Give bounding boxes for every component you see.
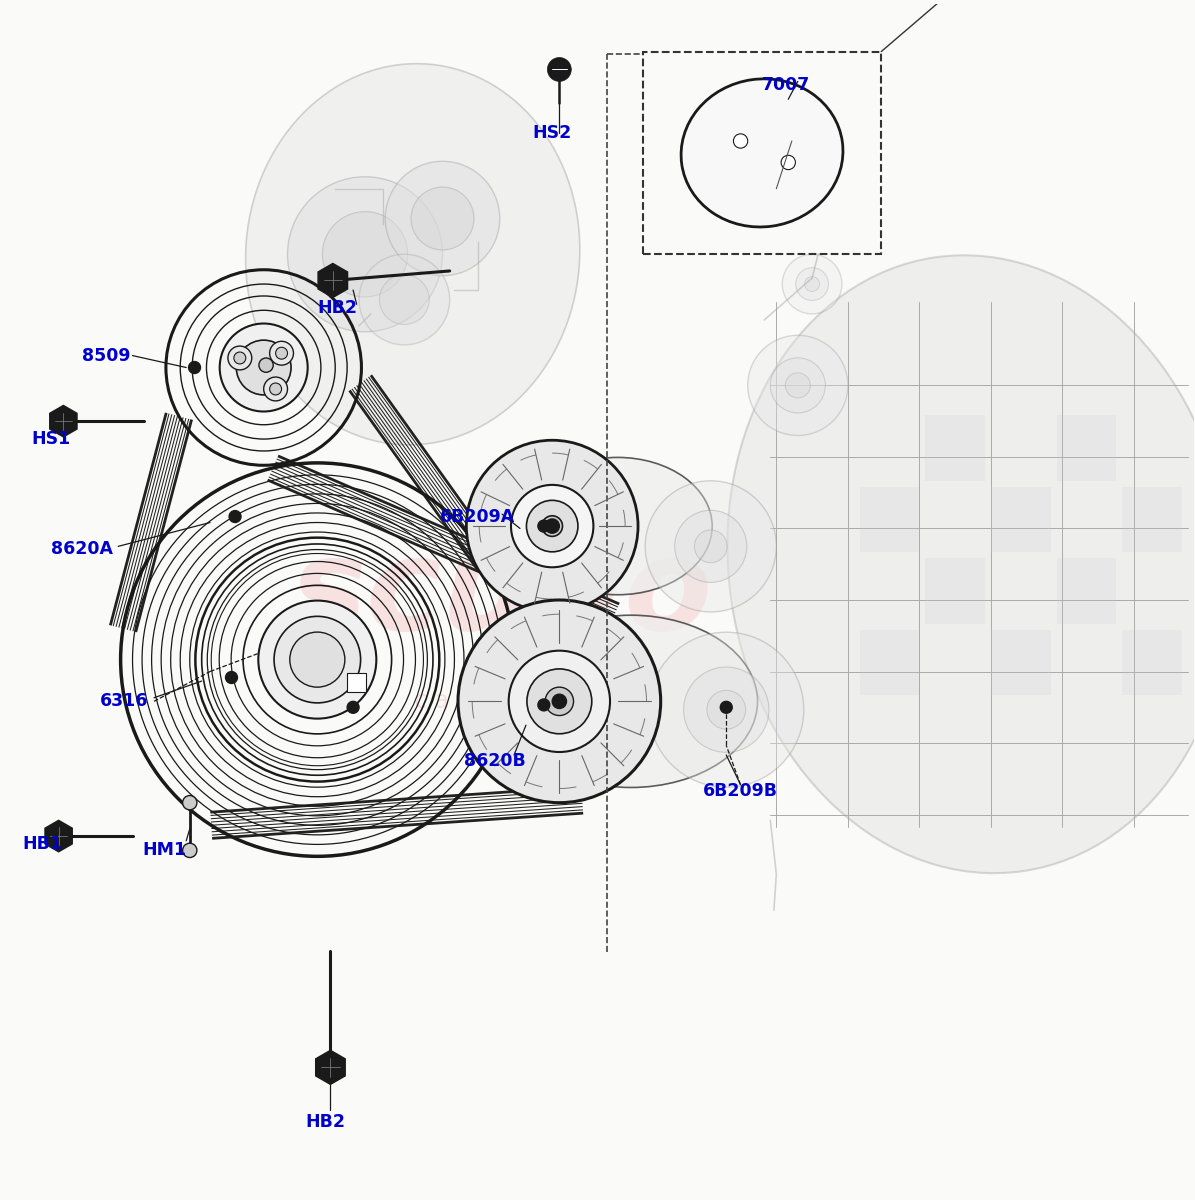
Bar <box>1122 487 1182 552</box>
Ellipse shape <box>523 457 712 595</box>
Circle shape <box>270 341 294 365</box>
Bar <box>859 630 919 695</box>
Text: HM1: HM1 <box>142 841 186 859</box>
Text: c a t a l o g u e: c a t a l o g u e <box>413 689 590 713</box>
Ellipse shape <box>681 79 842 227</box>
Circle shape <box>796 268 828 300</box>
Ellipse shape <box>728 256 1195 874</box>
Circle shape <box>538 520 550 532</box>
Circle shape <box>229 510 241 522</box>
Text: 7007: 7007 <box>762 76 810 94</box>
Bar <box>1056 558 1116 624</box>
Circle shape <box>411 187 474 250</box>
Circle shape <box>289 632 345 688</box>
Circle shape <box>220 324 307 412</box>
Circle shape <box>541 516 563 536</box>
Text: 8509: 8509 <box>82 347 131 365</box>
Circle shape <box>183 844 197 858</box>
Text: HS1: HS1 <box>31 430 71 448</box>
Circle shape <box>228 346 252 370</box>
Circle shape <box>347 701 358 713</box>
Circle shape <box>675 510 747 582</box>
Circle shape <box>734 134 748 148</box>
Bar <box>859 487 919 552</box>
Circle shape <box>274 617 361 703</box>
Text: HB2: HB2 <box>318 299 357 317</box>
Text: 8620B: 8620B <box>464 752 526 770</box>
Polygon shape <box>347 673 366 691</box>
Circle shape <box>804 277 820 292</box>
Ellipse shape <box>246 64 580 445</box>
Circle shape <box>771 358 826 413</box>
Bar <box>643 52 881 254</box>
Circle shape <box>258 600 376 719</box>
Bar <box>991 487 1050 552</box>
Text: 6316: 6316 <box>100 692 148 710</box>
Bar <box>991 630 1050 695</box>
Circle shape <box>259 358 274 372</box>
Circle shape <box>276 347 288 359</box>
Bar <box>1056 415 1116 481</box>
Bar <box>925 558 985 624</box>
Circle shape <box>509 650 609 752</box>
Circle shape <box>538 698 550 710</box>
Circle shape <box>358 254 449 344</box>
Text: 8620A: 8620A <box>51 540 114 558</box>
Polygon shape <box>45 821 72 852</box>
Circle shape <box>189 361 201 373</box>
Circle shape <box>380 275 429 324</box>
Circle shape <box>547 58 571 82</box>
Circle shape <box>511 485 594 568</box>
Circle shape <box>527 500 578 552</box>
Circle shape <box>684 667 768 752</box>
Circle shape <box>226 672 238 684</box>
Text: scudo: scudo <box>292 532 713 656</box>
Text: 6B209A: 6B209A <box>440 508 515 526</box>
Text: HB2: HB2 <box>306 1114 345 1132</box>
Ellipse shape <box>504 616 758 787</box>
Circle shape <box>783 254 842 314</box>
Text: HS2: HS2 <box>532 124 571 142</box>
Circle shape <box>288 176 442 331</box>
Circle shape <box>270 383 282 395</box>
Circle shape <box>694 530 727 563</box>
Circle shape <box>234 352 246 364</box>
Circle shape <box>458 600 661 803</box>
Bar <box>1122 630 1182 695</box>
Circle shape <box>707 690 746 730</box>
Polygon shape <box>50 406 76 437</box>
Circle shape <box>183 796 197 810</box>
Circle shape <box>785 373 810 398</box>
Polygon shape <box>318 264 348 298</box>
Circle shape <box>552 694 566 708</box>
Circle shape <box>237 340 292 395</box>
Circle shape <box>323 211 407 296</box>
Circle shape <box>721 701 733 713</box>
Circle shape <box>527 668 592 733</box>
Circle shape <box>782 155 796 169</box>
Circle shape <box>466 440 638 612</box>
Circle shape <box>264 377 288 401</box>
Circle shape <box>545 688 574 715</box>
Text: 6B209B: 6B209B <box>703 781 778 799</box>
Circle shape <box>649 632 804 787</box>
Circle shape <box>645 481 777 612</box>
Circle shape <box>385 161 500 276</box>
Circle shape <box>545 518 559 533</box>
Bar <box>925 415 985 481</box>
Circle shape <box>748 335 848 436</box>
Text: HB1: HB1 <box>23 835 63 853</box>
Polygon shape <box>315 1050 345 1085</box>
